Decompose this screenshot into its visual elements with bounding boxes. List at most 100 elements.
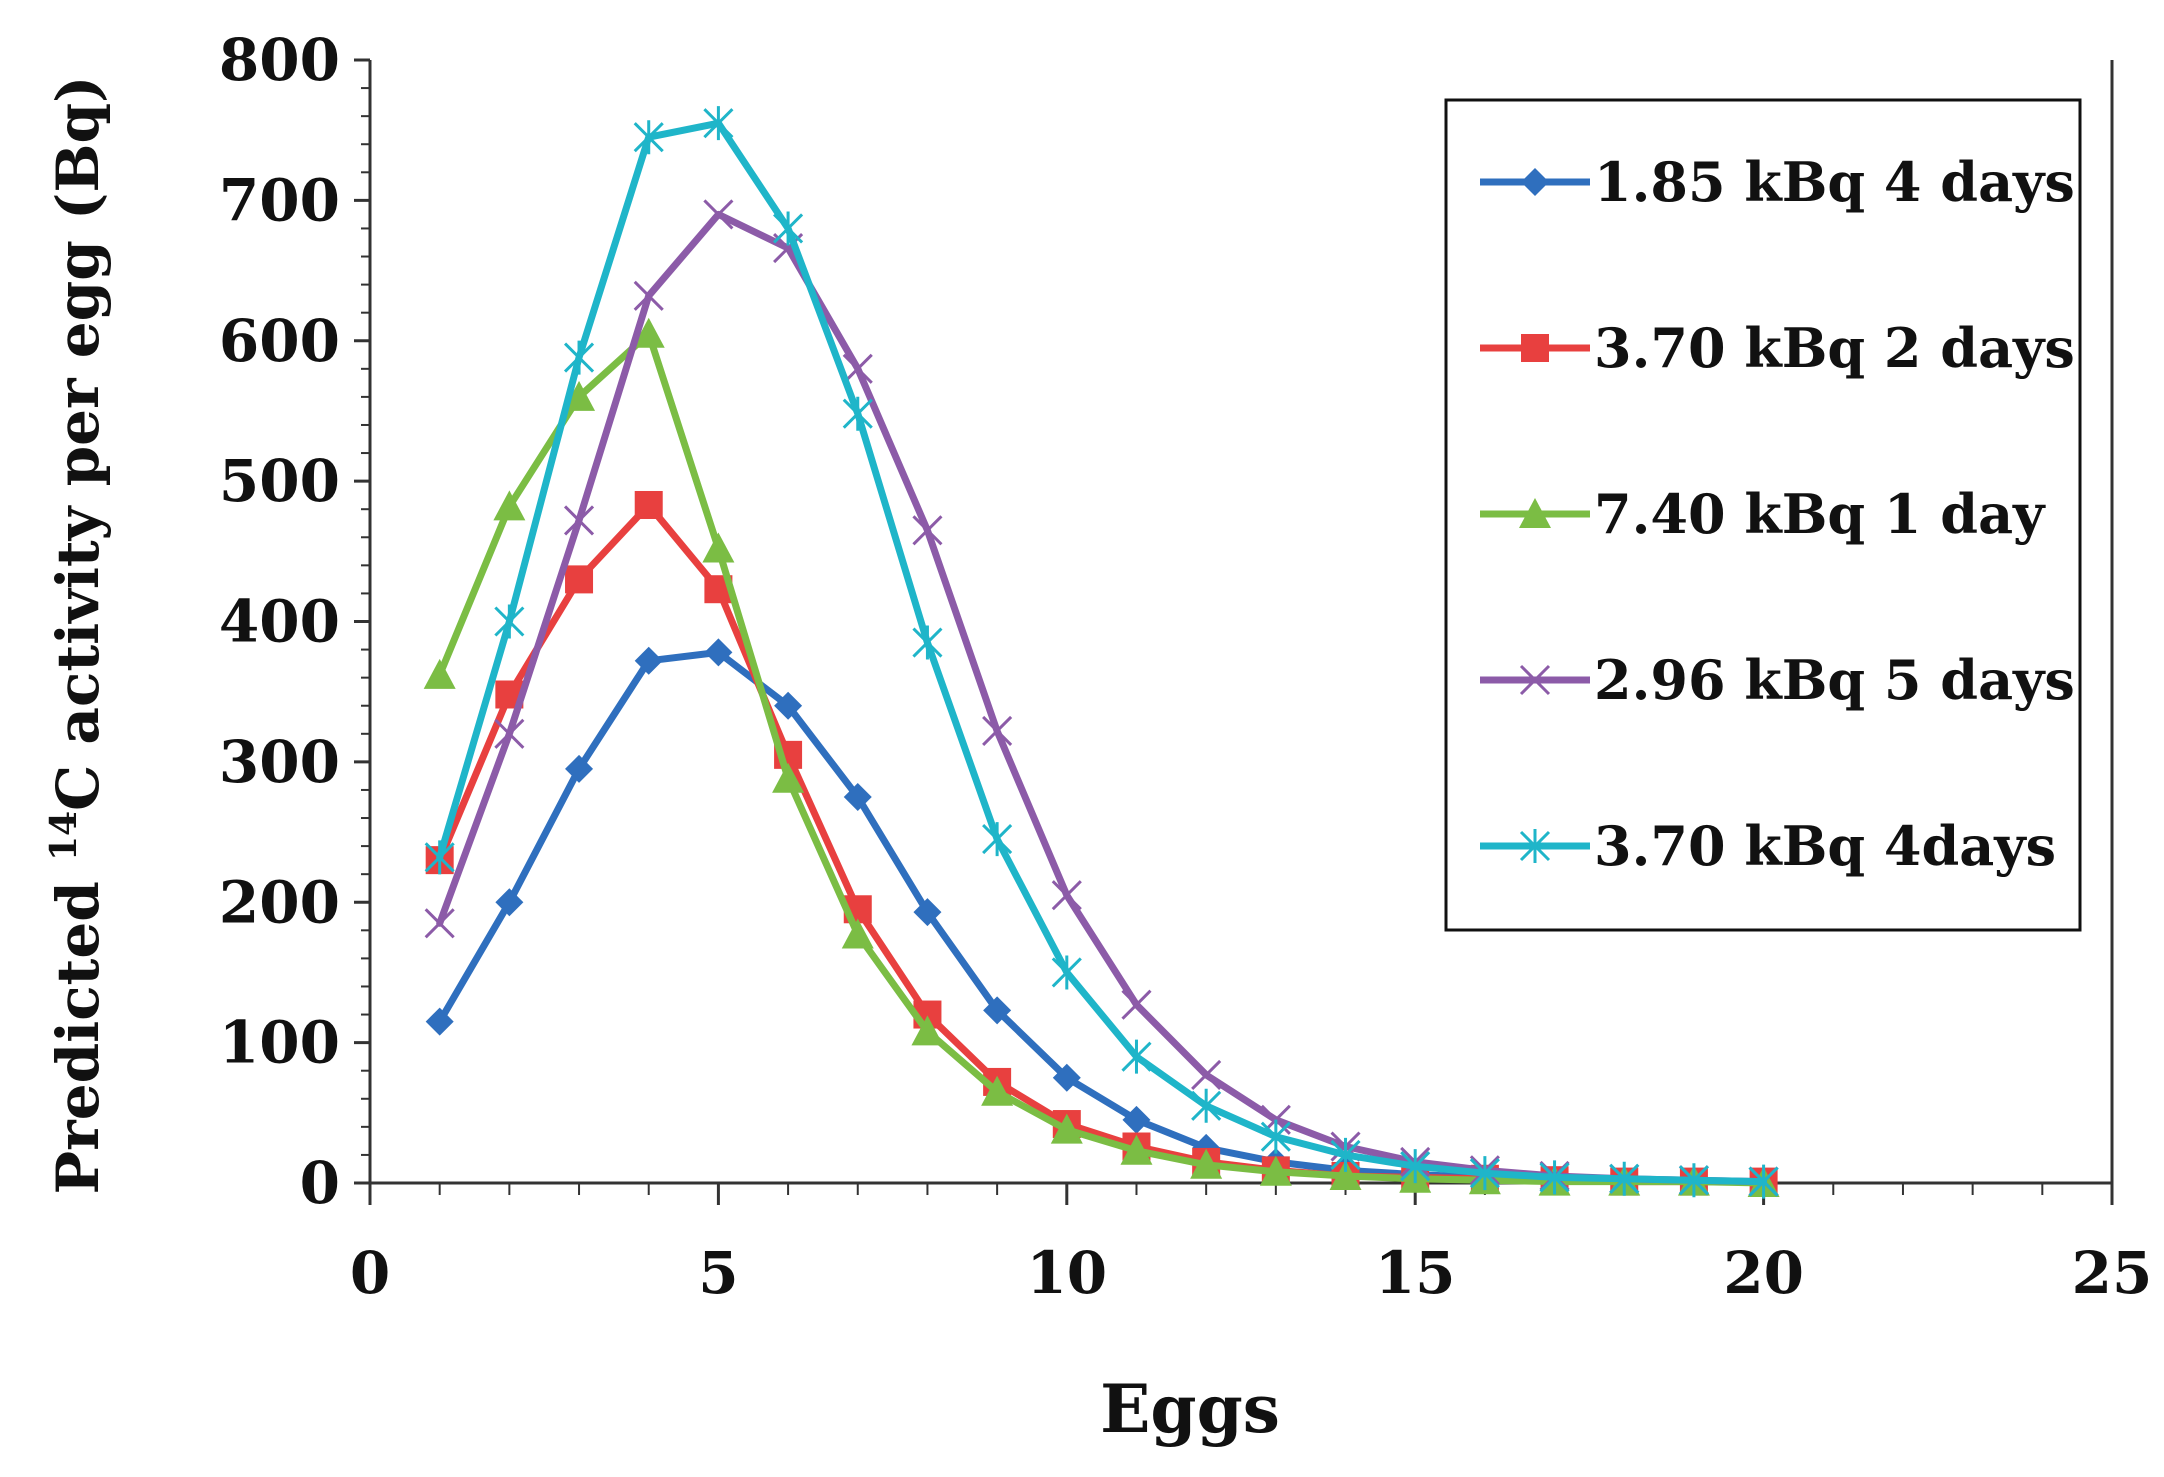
y-axis-title-prefix: Predicted: [44, 861, 112, 1194]
data-point: [493, 490, 526, 521]
y-tick-label: 700: [219, 166, 340, 234]
data-point: [913, 898, 942, 927]
data-point: [494, 718, 525, 749]
legend-label: 3.70 kBq 2 days: [1594, 316, 2075, 380]
data-point: [1051, 880, 1082, 911]
y-axis-title: Predicted 14C activity per egg (Bq): [43, 76, 112, 1195]
data-point: [1191, 1088, 1222, 1123]
data-point: [1748, 1164, 1779, 1199]
legend-swatch-marker: [1519, 664, 1551, 696]
y-tick-label: 100: [219, 1009, 340, 1077]
data-point: [982, 715, 1013, 747]
data-point: [1190, 1148, 1223, 1179]
axes: 0 100 200 300 400 500 600 700 800 0 5 10 15 20 25: [219, 26, 2152, 1307]
data-point: [841, 918, 874, 949]
data-series: [423, 106, 1780, 1199]
legend-swatch-marker: [1521, 168, 1549, 196]
data-point: [912, 625, 943, 660]
y-tick-label: 400: [219, 588, 340, 656]
data-point: [1259, 1155, 1292, 1186]
data-point: [565, 565, 594, 594]
legend-label: 3.70 kBq 4days: [1594, 814, 2056, 878]
legend-item: 3.70 kBq 2 days: [1480, 316, 2075, 380]
data-point: [563, 505, 595, 536]
y-axis-title-suffix: C activity per egg (Bq): [44, 76, 112, 811]
data-point: [563, 380, 596, 411]
data-point: [703, 106, 734, 141]
data-point: [983, 996, 1012, 1025]
data-point: [1120, 1134, 1153, 1165]
data-point: [1260, 1119, 1291, 1154]
data-point: [423, 658, 456, 689]
y-tick-label: 200: [219, 868, 340, 936]
x-tick-label: 25: [2072, 1239, 2153, 1307]
data-point: [981, 1075, 1014, 1106]
series-5: [424, 106, 1779, 1199]
data-point: [1052, 1063, 1081, 1092]
y-tick-label: 500: [219, 447, 340, 515]
legend-swatch-marker: [1519, 498, 1551, 528]
x-tick-label: 5: [698, 1239, 738, 1307]
legend-label: 7.40 kBq 1 day: [1594, 482, 2046, 546]
y-tick-label: 0: [300, 1149, 340, 1217]
data-point: [1678, 1163, 1709, 1198]
y-tick-label: 800: [219, 26, 340, 94]
x-tick-label: 20: [1723, 1239, 1804, 1307]
data-point: [843, 782, 872, 811]
data-point: [912, 515, 943, 546]
legend-item: 2.96 kBq 5 days: [1480, 648, 2075, 712]
data-point: [495, 888, 524, 917]
data-point: [632, 317, 665, 348]
x-tick-label: 15: [1375, 1239, 1456, 1307]
series-line: [436, 119, 1768, 1186]
data-point: [1191, 1059, 1222, 1090]
data-point: [633, 120, 664, 155]
data-point: [1050, 1113, 1083, 1144]
data-point: [982, 822, 1013, 857]
legend-label: 2.96 kBq 5 days: [1594, 648, 2075, 712]
data-point: [702, 532, 735, 563]
legend-item: 3.70 kBq 4days: [1480, 814, 2056, 878]
legend-item: 7.40 kBq 1 day: [1480, 482, 2046, 546]
data-point: [494, 604, 525, 639]
data-point: [634, 646, 663, 675]
data-point: [424, 840, 455, 875]
data-point: [634, 490, 663, 519]
data-point: [1329, 1159, 1362, 1190]
data-point: [1330, 1137, 1361, 1172]
legend-item: 1.85 kBq 4 days: [1480, 150, 2075, 214]
data-point: [565, 754, 594, 783]
data-point: [424, 908, 455, 939]
y-tick-label: 600: [219, 307, 340, 375]
legend: 1.85 kBq 4 days 3.70 kBq 2 days 7.40 kBq 1…: [1444, 98, 2082, 932]
data-point: [772, 762, 805, 793]
legend-swatch-marker: [1519, 829, 1551, 863]
y-tick-label: 300: [219, 728, 340, 796]
data-point: [704, 638, 733, 667]
data-point: [773, 211, 804, 246]
data-point: [911, 1015, 944, 1046]
data-point: [1051, 955, 1082, 990]
data-point: [703, 199, 734, 230]
data-point: [1400, 1149, 1431, 1184]
data-point: [633, 280, 664, 311]
y-axis-title-superscript: 14: [43, 811, 85, 861]
x-tick-label: 10: [1026, 1239, 1107, 1307]
x-tick-label: 0: [350, 1239, 390, 1307]
data-point: [774, 691, 803, 720]
data-point: [1121, 1039, 1152, 1074]
data-point: [1469, 1156, 1500, 1191]
data-point: [1121, 989, 1152, 1020]
data-point: [1122, 1105, 1151, 1134]
legend-label: 1.85 kBq 4 days: [1594, 150, 2075, 214]
data-point: [1609, 1161, 1640, 1196]
data-point: [842, 396, 873, 431]
legend-swatch-marker: [1521, 334, 1549, 362]
data-point: [842, 353, 873, 384]
series-line: [436, 330, 1768, 1187]
data-point: [1539, 1160, 1570, 1195]
x-axis-title: Eggs: [1100, 1370, 1280, 1448]
data-point: [563, 340, 595, 375]
